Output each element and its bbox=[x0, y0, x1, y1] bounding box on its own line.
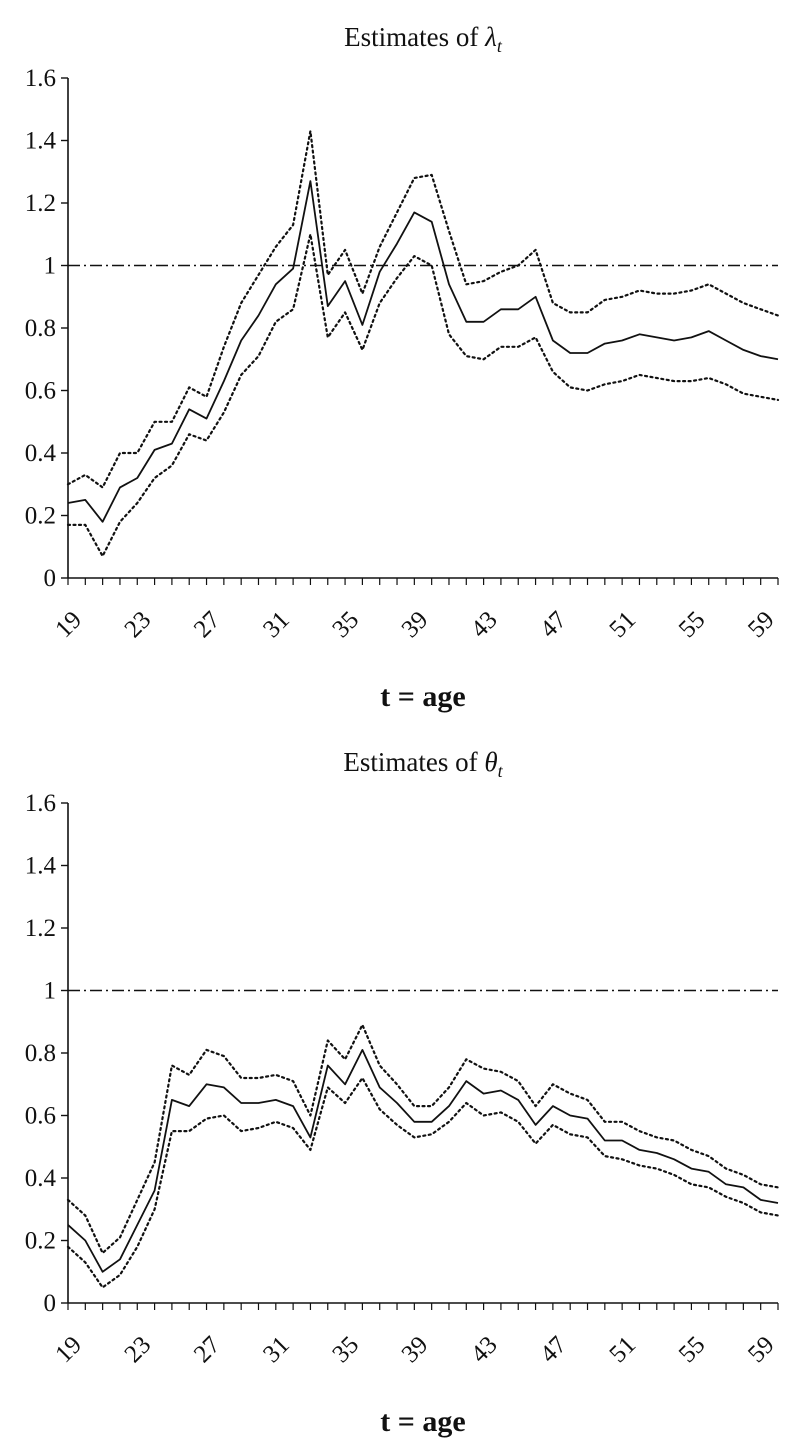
x-tick-label: 47 bbox=[535, 1331, 572, 1368]
theta-chart: Estimates of θt 0 0.2 0.4 0.6 0.8 1 1.2 1.4 1.6 19… bbox=[25, 747, 780, 1438]
y-tick-label: 1.2 bbox=[25, 190, 56, 217]
y-tick-label: 1.2 bbox=[25, 915, 56, 942]
x-tick-label: 31 bbox=[258, 606, 295, 643]
y-tick-label: 0.4 bbox=[25, 1165, 57, 1192]
chart-title-prefix: Estimates of bbox=[343, 747, 484, 777]
x-tick-label: 23 bbox=[120, 1331, 157, 1368]
y-tick-label: 0.2 bbox=[25, 503, 56, 530]
y-tick-label: 0 bbox=[44, 1290, 57, 1317]
x-tick-label: 55 bbox=[674, 1331, 711, 1368]
x-tick-label: 39 bbox=[397, 606, 434, 643]
x-tick-label: 39 bbox=[397, 1331, 434, 1368]
y-tick-label: 1.6 bbox=[25, 790, 56, 817]
y-tick-label: 1.4 bbox=[25, 128, 57, 155]
lambda-chart-title: Estimates of λt bbox=[344, 22, 503, 56]
y-tick-label: 0.8 bbox=[25, 315, 56, 342]
y-tick-label: 0.6 bbox=[25, 1103, 56, 1130]
x-tick-label: 19 bbox=[50, 606, 87, 643]
x-tick-label: 27 bbox=[189, 606, 226, 643]
y-tick-label: 1 bbox=[44, 253, 57, 280]
x-tick-label: 35 bbox=[327, 1331, 364, 1368]
x-tick-label: 59 bbox=[743, 606, 780, 643]
y-tick-label: 0.8 bbox=[25, 1040, 56, 1067]
lambda-estimate-line bbox=[67, 180, 779, 523]
y-tick-label: 1.4 bbox=[25, 853, 57, 880]
theta-x-axis-label: t = age bbox=[380, 1405, 465, 1438]
y-tick-label: 0.6 bbox=[25, 378, 56, 405]
y-tick-label: 0.2 bbox=[25, 1228, 56, 1255]
theta-lower-band-line bbox=[66, 1076, 780, 1289]
y-tick-label: 1.6 bbox=[25, 65, 56, 92]
chart-title-symbol: λ bbox=[484, 22, 497, 52]
x-tick-label: 51 bbox=[604, 1331, 641, 1368]
lambda-upper-band-line bbox=[66, 130, 780, 489]
x-tick-label: 51 bbox=[604, 606, 641, 643]
lambda-x-axis-label: t = age bbox=[380, 680, 465, 713]
lambda-chart: Estimates of λt 0 0.2 0.4 0.6 0.8 1 1.2 1.4 1.6 19… bbox=[25, 22, 780, 713]
chart-title-subscript: t bbox=[497, 36, 503, 56]
theta-estimate-line bbox=[67, 1048, 779, 1273]
x-tick-label: 43 bbox=[466, 1331, 503, 1368]
y-tick-label: 0 bbox=[44, 565, 57, 592]
x-tick-label: 47 bbox=[535, 606, 572, 643]
lambda-lower-band-line bbox=[66, 233, 780, 558]
theta-chart-title: Estimates of θt bbox=[343, 747, 503, 781]
theta-upper-band-line bbox=[66, 1023, 780, 1255]
chart-title-prefix: Estimates of bbox=[344, 22, 485, 52]
x-tick-label: 35 bbox=[327, 606, 364, 643]
y-tick-label: 1 bbox=[44, 978, 57, 1005]
x-tick-label: 59 bbox=[743, 1331, 780, 1368]
x-tick-label: 43 bbox=[466, 606, 503, 643]
x-tick-label: 27 bbox=[189, 1331, 226, 1368]
chart-title-symbol: θ bbox=[484, 747, 497, 777]
chart-title-subscript: t bbox=[498, 761, 504, 781]
x-tick-label: 19 bbox=[50, 1331, 87, 1368]
y-tick-label: 0.4 bbox=[25, 440, 57, 467]
x-tick-label: 23 bbox=[120, 606, 157, 643]
x-tick-label: 31 bbox=[258, 1331, 295, 1368]
x-tick-label: 55 bbox=[674, 606, 711, 643]
